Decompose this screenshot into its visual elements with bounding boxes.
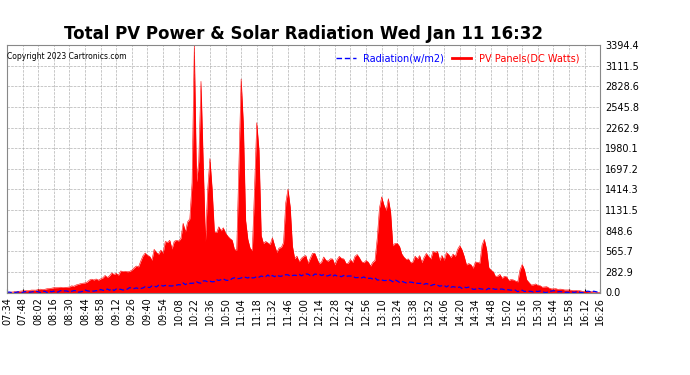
Text: Copyright 2023 Cartronics.com: Copyright 2023 Cartronics.com	[8, 53, 127, 62]
Title: Total PV Power & Solar Radiation Wed Jan 11 16:32: Total PV Power & Solar Radiation Wed Jan…	[64, 26, 543, 44]
Legend: Radiation(w/m2), PV Panels(DC Watts): Radiation(w/m2), PV Panels(DC Watts)	[332, 50, 584, 68]
